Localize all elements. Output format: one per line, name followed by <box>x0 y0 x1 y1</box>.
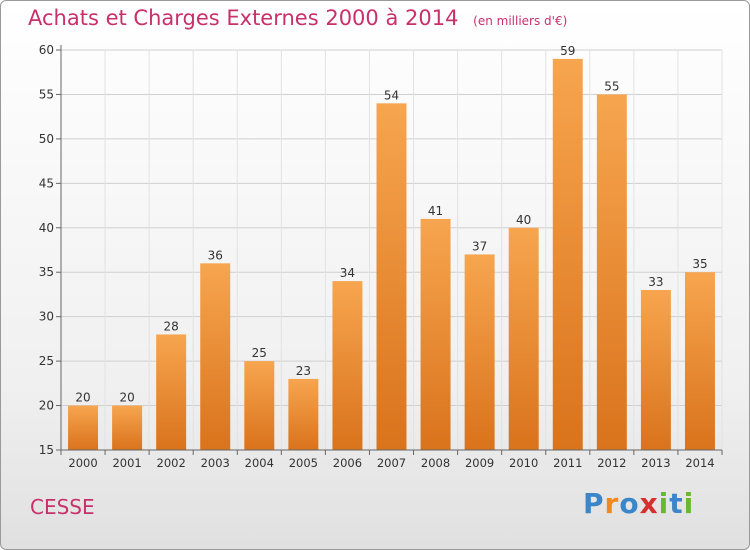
value-label: 40 <box>516 213 531 227</box>
y-tick-label: 20 <box>39 399 54 413</box>
value-label: 41 <box>428 204 443 218</box>
x-tick-label: 2010 <box>509 456 538 470</box>
x-tick-label: 2014 <box>685 456 714 470</box>
bar-2009 <box>464 254 495 450</box>
x-tick-label: 2000 <box>68 456 97 470</box>
logo-letter: x <box>639 487 659 520</box>
value-label: 37 <box>472 239 487 253</box>
x-tick-label: 2001 <box>112 456 141 470</box>
y-tick-label: 60 <box>39 43 54 57</box>
value-label: 34 <box>340 266 355 280</box>
bar-2008 <box>420 218 451 450</box>
bar-2013 <box>640 290 671 450</box>
value-label: 35 <box>692 257 707 271</box>
logo-letter: t <box>669 487 684 520</box>
labels: 15 20 25 30 35 40 45 50 55 60 20 2000 20 2001 28 2002 36… <box>39 43 715 470</box>
value-label: 55 <box>604 79 619 93</box>
bar-2003 <box>200 263 231 450</box>
x-tick-label: 2004 <box>245 456 274 470</box>
y-tick-label: 15 <box>39 443 54 457</box>
x-tick-label: 2005 <box>289 456 318 470</box>
bar-2001 <box>112 405 143 450</box>
bar-2004 <box>244 361 275 450</box>
axes <box>56 45 723 455</box>
value-label: 28 <box>164 319 179 333</box>
x-tick-label: 2008 <box>421 456 450 470</box>
chart-title: Achats et Charges Externes 2000 à 2014 (… <box>28 6 567 30</box>
x-tick-label: 2009 <box>465 456 494 470</box>
value-label: 20 <box>75 391 90 405</box>
y-tick-label: 30 <box>39 310 54 324</box>
value-label: 36 <box>208 248 223 262</box>
logo-letter: o <box>619 487 640 520</box>
y-tick-label: 45 <box>39 176 54 190</box>
bar-2000 <box>68 405 99 450</box>
value-label: 25 <box>252 346 267 360</box>
y-tick-label: 40 <box>39 221 54 235</box>
bar-2002 <box>156 334 187 450</box>
value-label: 33 <box>648 275 663 289</box>
bar-2005 <box>288 378 319 450</box>
x-tick-label: 2002 <box>157 456 186 470</box>
logo-letter: r <box>604 487 620 520</box>
subtitle-text: (en milliers d'€) <box>473 14 568 28</box>
title-text: Achats et Charges Externes 2000 à 2014 <box>28 6 459 30</box>
x-tick-label: 2012 <box>597 456 626 470</box>
x-tick-label: 2006 <box>333 456 362 470</box>
logo-letter: P <box>583 487 605 520</box>
value-label: 23 <box>296 364 311 378</box>
y-tick-label: 35 <box>39 265 54 279</box>
y-tick-label: 55 <box>39 87 54 101</box>
y-tick-label: 50 <box>39 132 54 146</box>
commune-name: CESSE <box>30 495 95 519</box>
bar-2006 <box>332 281 363 450</box>
x-tick-label: 2011 <box>553 456 582 470</box>
bar-2012 <box>596 94 627 450</box>
bars <box>68 58 715 451</box>
logo-letter: i <box>683 487 695 520</box>
x-tick-label: 2003 <box>201 456 230 470</box>
value-label: 59 <box>560 44 575 58</box>
x-tick-label: 2007 <box>377 456 406 470</box>
x-tick-label: 2013 <box>641 456 670 470</box>
y-tick-label: 25 <box>39 354 54 368</box>
proxiti-logo: Proxiti <box>583 487 694 520</box>
bar-2014 <box>684 272 715 450</box>
logo-letter: i <box>658 487 670 520</box>
bar-2011 <box>552 58 583 451</box>
bar-2010 <box>508 227 539 450</box>
bar-2007 <box>376 103 407 450</box>
value-label: 54 <box>384 88 399 102</box>
value-label: 20 <box>119 391 134 405</box>
